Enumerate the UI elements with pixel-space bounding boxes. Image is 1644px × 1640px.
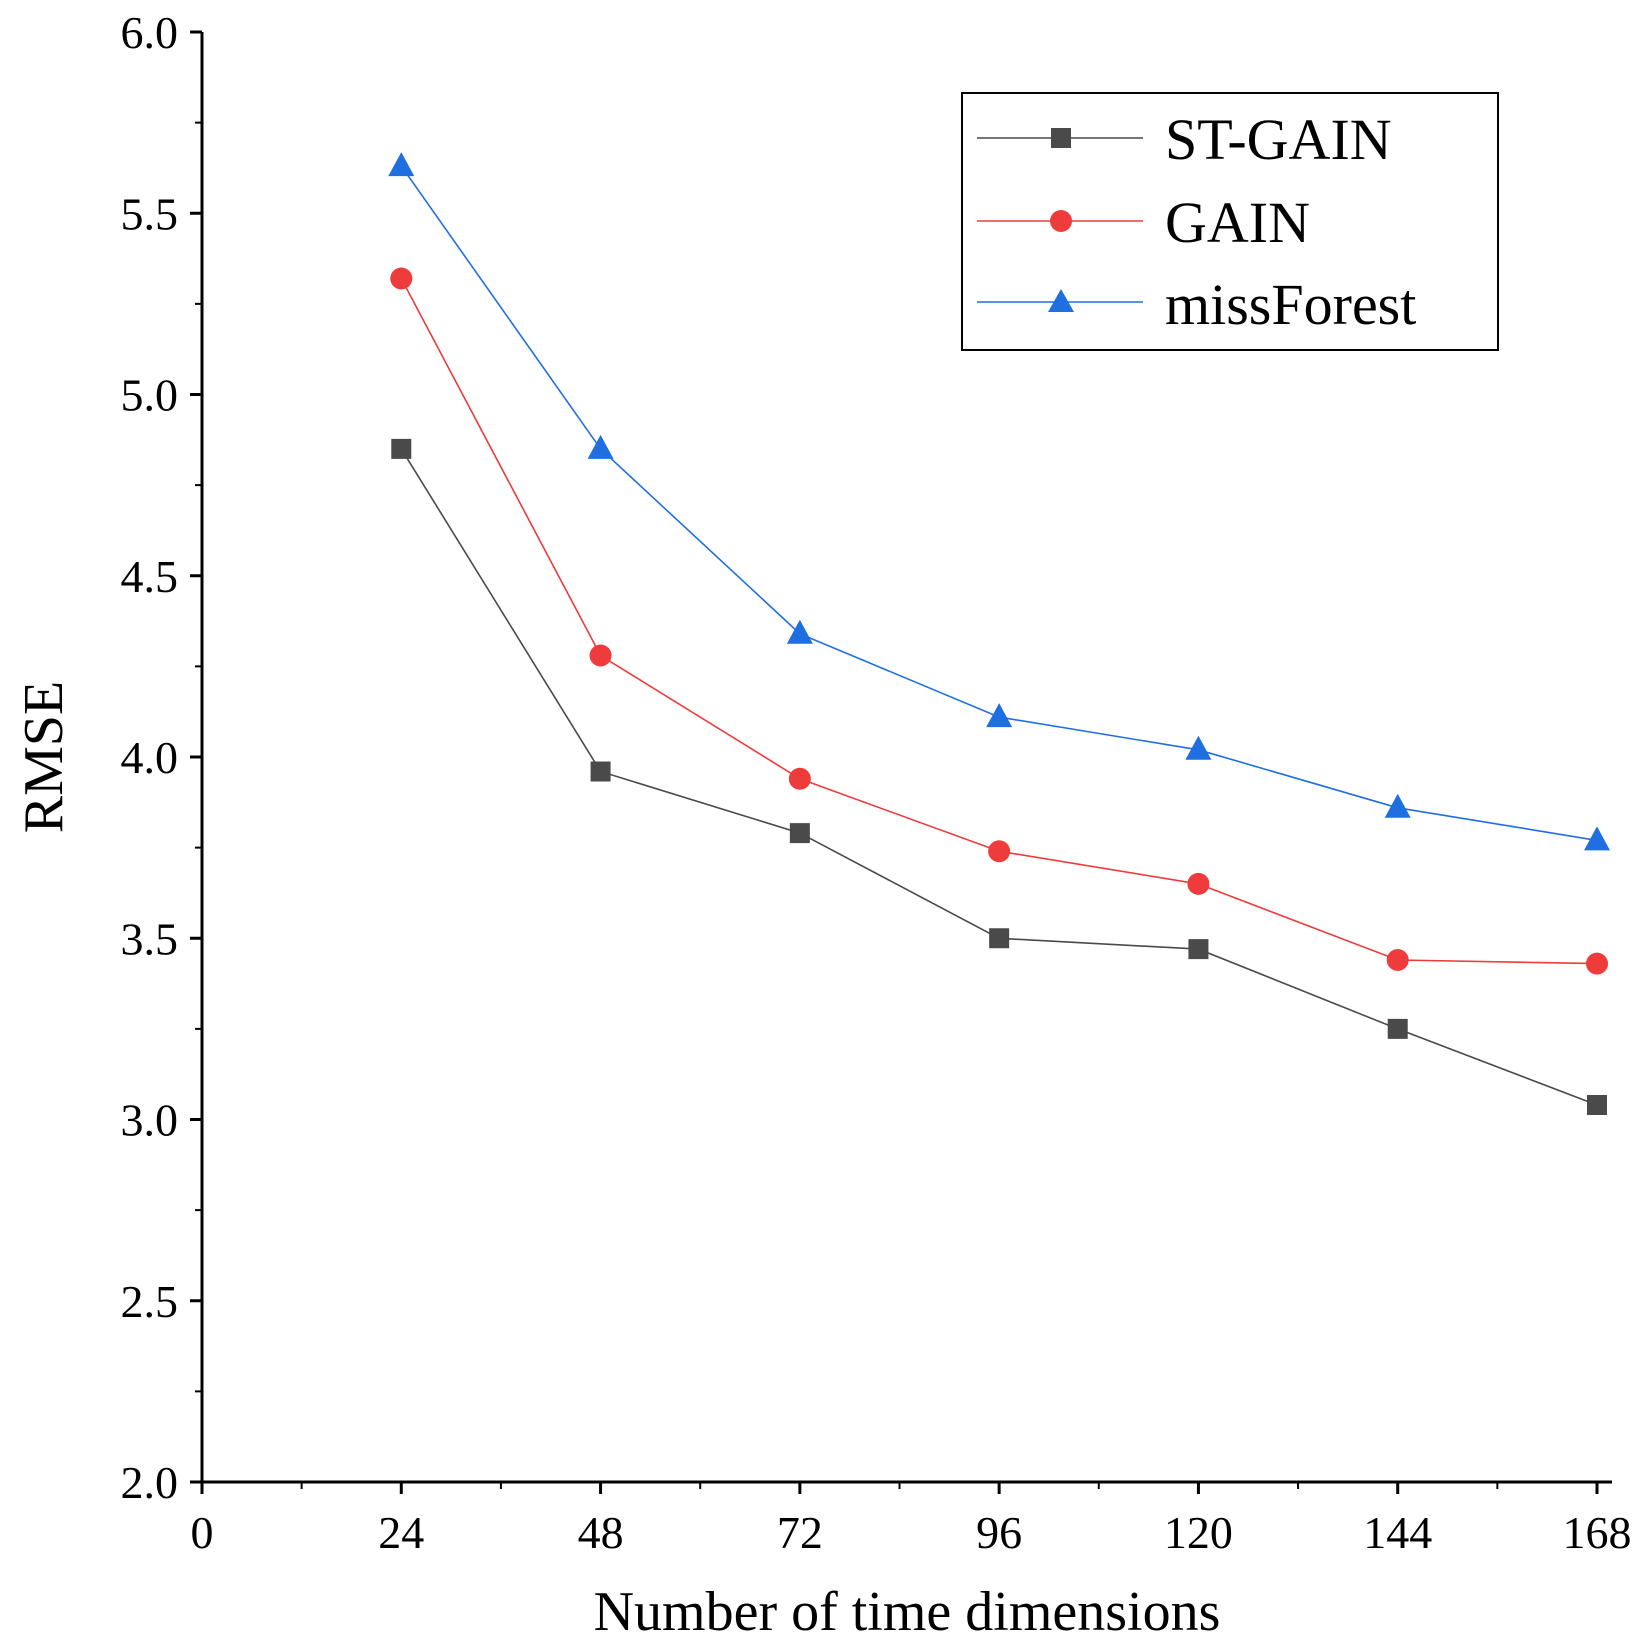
legend-marker-gain: [1050, 210, 1072, 232]
data-point-missforest: [786, 619, 813, 644]
data-point-missforest: [1584, 826, 1610, 851]
legend-label-gain: GAIN: [1165, 190, 1310, 255]
x-tick-label: 144: [1363, 1507, 1432, 1558]
data-point-gain: [390, 267, 413, 290]
data-point-missforest: [587, 434, 614, 459]
x-tick-label: 96: [976, 1507, 1022, 1558]
y-axis-title: RMSE: [13, 681, 75, 834]
y-tick-label: 5.0: [121, 370, 179, 421]
x-ticks: 0 24 48 72 96 120 144 168: [191, 1482, 1632, 1558]
series-layer: [388, 152, 1610, 1115]
x-axis-title: Number of time dimensions: [594, 1581, 1221, 1640]
legend-marker-st-gain: [1051, 128, 1071, 148]
series-gain: [390, 267, 1608, 975]
data-point-gain: [589, 644, 612, 667]
series-st-gain: [391, 438, 1607, 1115]
x-tick-label: 0: [191, 1507, 214, 1558]
x-tick-label: 48: [578, 1507, 624, 1558]
series-missforest: [388, 152, 1610, 851]
y-ticks: 2.0 2.5 3.0 3.5 4.0 4.5 5.0 5.5 6.0: [121, 7, 202, 1508]
data-point-st-gain: [789, 823, 810, 844]
data-point-st-gain: [989, 928, 1010, 949]
data-point-st-gain: [391, 438, 412, 459]
legend-label-missforest: missForest: [1165, 272, 1416, 337]
data-point-missforest: [986, 703, 1013, 728]
legend-label-st-gain: ST-GAIN: [1165, 107, 1392, 172]
y-tick-label: 3.5: [121, 913, 179, 964]
legend-marker-missforest: [1048, 289, 1074, 312]
y-tick-label: 2.5: [121, 1276, 179, 1327]
data-point-gain: [1187, 872, 1210, 895]
data-point-missforest: [388, 152, 415, 177]
data-point-st-gain: [1587, 1095, 1607, 1115]
data-point-st-gain: [590, 761, 611, 782]
data-point-st-gain: [1188, 939, 1209, 960]
x-tick-label: 24: [378, 1507, 424, 1558]
data-point-gain: [788, 767, 811, 790]
data-point-gain: [1386, 949, 1409, 971]
legend-entry-st-gain: ST-GAIN: [977, 107, 1392, 172]
y-tick-label: 4.0: [121, 732, 179, 783]
data-point-missforest: [1185, 735, 1212, 760]
x-tick-label: 168: [1563, 1507, 1632, 1558]
y-tick-label: 2.0: [121, 1457, 179, 1508]
legend-entry-missforest: missForest: [977, 272, 1416, 337]
legend-entry-gain: GAIN: [977, 190, 1310, 255]
y-tick-label: 4.5: [121, 551, 179, 602]
data-point-st-gain: [1387, 1018, 1408, 1039]
y-tick-label: 5.5: [121, 188, 179, 239]
legend: ST-GAIN GAIN missForest: [961, 92, 1499, 351]
series-line-st-gain: [400, 448, 1598, 1106]
data-point-gain: [988, 840, 1011, 863]
data-point-gain: [1586, 952, 1608, 975]
x-tick-label: 120: [1164, 1507, 1233, 1558]
y-tick-label: 3.0: [121, 1095, 179, 1146]
data-point-missforest: [1384, 793, 1411, 818]
x-tick-label: 72: [777, 1507, 823, 1558]
y-tick-label: 6.0: [121, 7, 179, 58]
